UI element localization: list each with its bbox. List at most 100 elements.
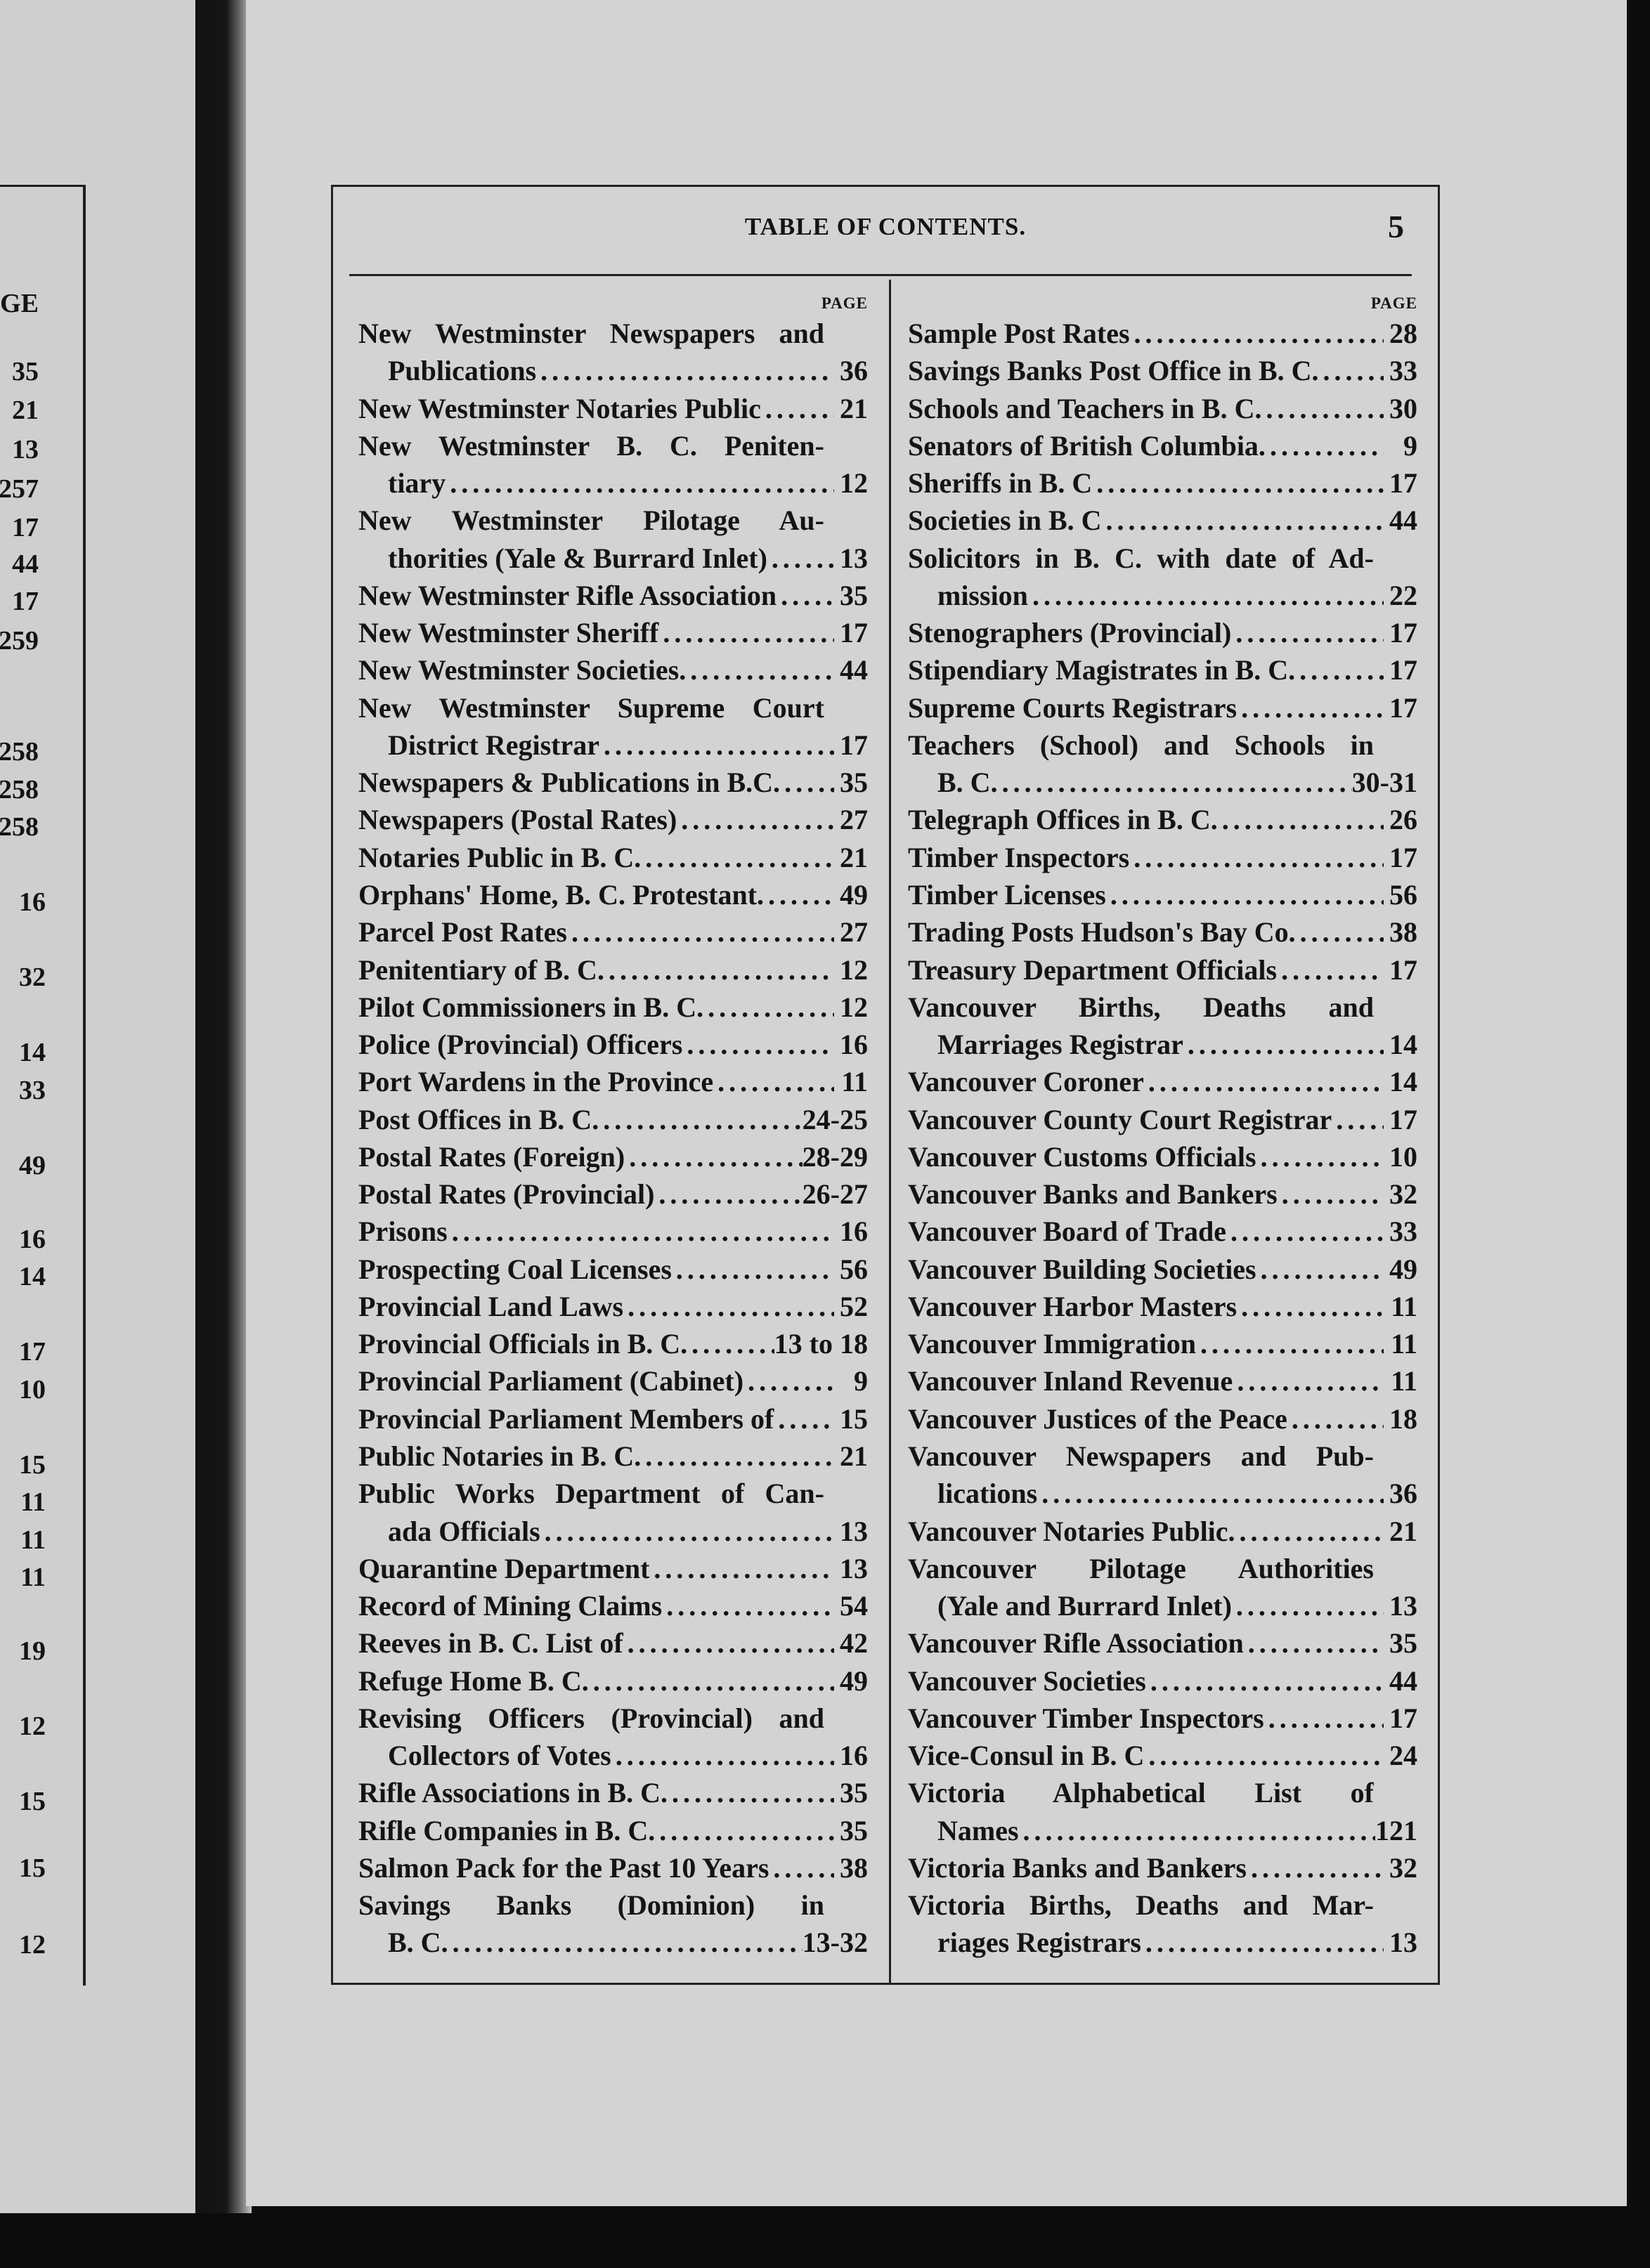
toc-entry: Timber Inspectors.......................… (908, 839, 1417, 876)
toc-entry: Postal Rates (Foreign)..................… (358, 1138, 868, 1175)
entry-final-line: Vancouver Inland Revenue................… (908, 1362, 1417, 1400)
entry-final-line: Vancouver Timber Inspectors.............… (908, 1700, 1417, 1737)
entry-page-number: 36 (1389, 1478, 1417, 1510)
toc-entry: Vancouver Harbor Masters................… (908, 1288, 1417, 1325)
dot-leader: ........................................… (687, 1029, 834, 1061)
toc-entry: Telegraph Offices in B. C...............… (908, 801, 1417, 838)
entry-page-number: 17 (1389, 1103, 1417, 1135)
entry-page-number: 32 (1389, 1851, 1417, 1884)
toc-entry: Refuge Home B. C........................… (358, 1662, 868, 1700)
entry-title-line: Port Wardens in the Province (358, 1066, 714, 1098)
toc-entry: Vancouver County Court Registrar........… (908, 1101, 1417, 1138)
toc-entry: Rifle Associations in B. C..............… (358, 1774, 868, 1811)
entry-final-line: Sample Post Rates.......................… (908, 315, 1417, 352)
entry-page-number: 35 (840, 579, 868, 611)
dot-leader: ........................................… (629, 1140, 802, 1173)
entry-page-number: 35 (840, 1777, 868, 1809)
previous-page-number-fragment: 17 (12, 513, 39, 543)
toc-entry: Public Notaries in B. C.................… (358, 1438, 868, 1475)
dot-leader: ........................................… (1001, 767, 1352, 799)
dot-leader: ........................................… (666, 1590, 834, 1622)
dot-leader: ........................................… (771, 542, 834, 574)
entry-final-line: Vancouver Rifle Association.............… (908, 1624, 1417, 1662)
toc-entry: Supreme Courts Registrars...............… (908, 689, 1417, 726)
dot-leader: ........................................… (1200, 1328, 1384, 1360)
previous-page-frame (0, 185, 86, 1986)
previous-page-number-fragment: 258 (0, 774, 39, 804)
toc-entry: Senators of British Columbia............… (908, 427, 1417, 464)
page-column-label-left: PAGE (821, 294, 868, 312)
previous-page-number-fragment: 10 (19, 1374, 46, 1405)
entry-title-line: New Westminster B. C. Peniten- (358, 429, 824, 462)
dot-leader: ........................................… (708, 991, 834, 1023)
entry-title-line: B. C. (388, 1927, 448, 1959)
dot-leader: ........................................… (778, 1402, 834, 1435)
entry-title-line: Vice-Consul in B. C (908, 1740, 1145, 1772)
entry-final-line: Prospecting Coal Licenses...............… (358, 1251, 868, 1288)
toc-entry: Penitentiary of B. C....................… (358, 951, 868, 989)
dot-leader: ........................................… (1148, 1740, 1384, 1772)
entry-title-line: Vancouver Newspapers and Pub- (908, 1440, 1374, 1472)
entry-title-line: Marriages Registrar (937, 1029, 1183, 1061)
entry-page-number: 9 (1403, 429, 1417, 462)
previous-page-number-fragment: 14 (19, 1262, 46, 1292)
entry-final-line: District Registrar......................… (358, 726, 868, 764)
entry-title-line: Reeves in B. C. List of (358, 1627, 623, 1660)
entry-page-number: 17 (1389, 1702, 1417, 1734)
entry-page-number: 27 (840, 804, 868, 836)
dot-leader: ........................................… (452, 1927, 803, 1959)
contents-column-right: Sample Post Rates.......................… (908, 315, 1417, 1962)
entry-final-line: Savings Banks Post Office in B. C.......… (908, 352, 1417, 389)
dot-leader: ........................................… (1110, 878, 1384, 911)
dot-leader: ........................................… (717, 1066, 834, 1098)
entry-title-line: Vancouver Timber Inspectors (908, 1702, 1264, 1734)
entry-title-line: Revising Officers (Provincial) and (358, 1702, 824, 1734)
dot-leader: ........................................… (765, 392, 834, 424)
toc-entry: Prospecting Coal Licenses...............… (358, 1251, 868, 1288)
entry-page-number: 33 (1389, 1216, 1417, 1248)
entry-final-line: Societies in B. C.......................… (908, 502, 1417, 539)
toc-entry: Salmon Pack for the Past 10 Years.......… (358, 1849, 868, 1886)
entry-final-line: Vancouver Customs Officials.............… (908, 1138, 1417, 1175)
entry-page-number: 24-25 (802, 1103, 868, 1135)
entry-title-line: Collectors of Votes (388, 1740, 611, 1772)
dot-leader: ........................................… (451, 1216, 834, 1248)
previous-page-number-fragment: 12 (19, 1930, 46, 1960)
entry-page-number: 35 (1389, 1627, 1417, 1660)
entry-title-line: New Westminster Notaries Public (358, 392, 761, 424)
entry-title-line: New Westminster Supreme Court (358, 691, 824, 724)
dot-leader: ........................................… (628, 1290, 834, 1322)
entry-page-number: 49 (840, 1664, 868, 1697)
entry-title-line: Victoria Births, Deaths and Mar- (908, 1889, 1374, 1922)
entry-title-line: Vancouver Inland Revenue (908, 1365, 1233, 1397)
entry-page-number: 18 (1389, 1402, 1417, 1435)
entry-page-number: 11 (1391, 1328, 1417, 1360)
toc-entry: New Westminster Pilotage Au-thorities (Y… (358, 502, 868, 577)
entry-page-number: 35 (840, 767, 868, 799)
entry-final-line: Provincial Parliament Members of........… (358, 1400, 868, 1438)
entry-final-line: New Westminster Notaries Public.........… (358, 390, 868, 427)
entry-title-line: ada Officials (388, 1515, 540, 1547)
entry-final-line: Parcel Post Rates.......................… (358, 913, 868, 951)
toc-entry: Newspapers (Postal Rates)...............… (358, 801, 868, 838)
entry-final-line: Postal Rates (Foreign)..................… (358, 1138, 868, 1175)
dot-leader: ........................................… (1241, 691, 1384, 724)
entry-final-line: Stipendiary Magistrates in B. C.........… (908, 651, 1417, 689)
toc-entry: Public Works Department of Can-ada Offic… (358, 1475, 868, 1550)
toc-entry: Vancouver Inland Revenue................… (908, 1362, 1417, 1400)
entry-page-number: 38 (840, 1851, 868, 1884)
previous-page-number-fragment: 17 (19, 1337, 46, 1367)
entry-title-line: Savings Banks Post Office in B. C. (908, 355, 1319, 387)
toc-entry: New Westminster Notaries Public.........… (358, 390, 868, 427)
entry-title-line: Police (Provincial) Officers (358, 1029, 683, 1061)
page-title: TABLE OF CONTENTS. (744, 213, 1027, 240)
previous-page-number-fragment: 12 (19, 1712, 46, 1742)
entry-title-line: Vancouver County Court Registrar (908, 1103, 1332, 1135)
entry-final-line: B. C....................................… (358, 1924, 868, 1961)
entry-title-line: Public Notaries in B. C. (358, 1440, 642, 1472)
entry-page-number: 52 (840, 1290, 868, 1322)
entry-title-line: Postal Rates (Provincial) (358, 1178, 655, 1211)
entry-title-line: Vancouver Immigration (908, 1328, 1196, 1360)
dot-leader: ........................................… (608, 953, 834, 986)
entry-page-number: 11 (1391, 1365, 1417, 1397)
